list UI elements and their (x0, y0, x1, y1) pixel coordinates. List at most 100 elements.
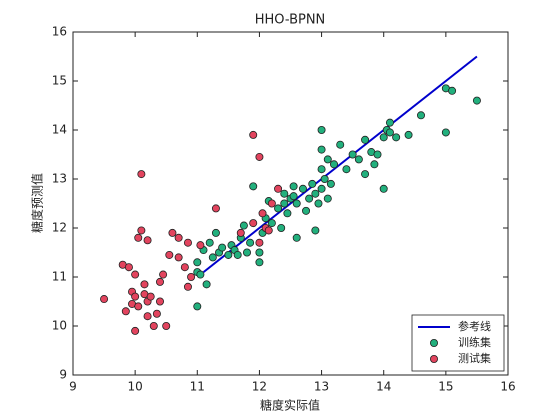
point (258, 209, 267, 218)
chart-title: HHO-BPNN (255, 13, 326, 28)
point (361, 135, 370, 144)
point (155, 277, 164, 286)
point (416, 111, 425, 120)
point (342, 165, 351, 174)
point (308, 179, 317, 188)
x-tick-label: 14 (376, 380, 391, 394)
point (208, 253, 217, 262)
point (336, 140, 345, 149)
point (441, 128, 450, 137)
x-tick-label: 10 (128, 380, 143, 394)
point (392, 133, 401, 142)
y-tick-label: 14 (52, 123, 67, 137)
x-tick-label: 11 (190, 380, 205, 394)
point (370, 160, 379, 169)
point (196, 270, 205, 279)
point (196, 241, 205, 250)
point (280, 189, 289, 198)
point (193, 258, 202, 267)
point (211, 204, 220, 213)
point (323, 155, 332, 164)
point (143, 236, 152, 245)
point (302, 206, 311, 215)
point (249, 130, 258, 139)
point (289, 192, 298, 201)
point (180, 263, 189, 272)
point (379, 133, 388, 142)
point (317, 184, 326, 193)
point (174, 253, 183, 262)
point (143, 312, 152, 321)
point (183, 238, 192, 247)
point (311, 226, 320, 235)
point (274, 204, 283, 213)
point (137, 170, 146, 179)
point (149, 321, 158, 330)
point (224, 250, 233, 259)
point (317, 145, 326, 154)
point (152, 309, 161, 318)
point (280, 199, 289, 208)
legend-label: 参考线 (458, 319, 491, 333)
point (255, 258, 264, 267)
point (187, 272, 196, 281)
y-tick-label: 11 (52, 270, 67, 284)
point (292, 199, 301, 208)
point (174, 233, 183, 242)
point (205, 238, 214, 247)
y-axis-label: 糖度预测值 (30, 173, 45, 233)
point (326, 179, 335, 188)
point (255, 238, 264, 247)
point (134, 233, 143, 242)
point (361, 170, 370, 179)
point (348, 150, 357, 159)
point (193, 302, 202, 311)
point (242, 248, 251, 257)
x-axis-label: 糖度实际值 (260, 398, 320, 413)
point (379, 184, 388, 193)
point (168, 228, 177, 237)
point (159, 270, 168, 279)
point (448, 86, 457, 95)
point (183, 282, 192, 291)
point (298, 184, 307, 193)
point (246, 238, 255, 247)
point (385, 118, 394, 127)
point (267, 199, 276, 208)
point (239, 221, 248, 230)
point (317, 165, 326, 174)
point (249, 219, 258, 228)
point (267, 219, 276, 228)
legend-swatch (429, 338, 438, 347)
y-tick-label: 12 (52, 221, 67, 235)
reference-line (202, 55, 478, 273)
point (292, 233, 301, 242)
point (305, 194, 314, 203)
legend-swatch (429, 354, 438, 363)
point (140, 280, 149, 289)
point (255, 248, 264, 257)
x-tick-label: 15 (438, 380, 453, 394)
y-tick-label: 9 (59, 368, 67, 382)
y-tick-label: 13 (52, 172, 67, 186)
point (385, 128, 394, 137)
point (236, 228, 245, 237)
point (323, 194, 332, 203)
legend-label: 测试集 (458, 351, 491, 365)
point (121, 307, 130, 316)
y-tick-label: 16 (52, 25, 67, 39)
point (472, 96, 481, 105)
point (233, 250, 242, 259)
point (329, 160, 338, 169)
point (165, 250, 174, 259)
point (218, 243, 227, 252)
point (162, 321, 171, 330)
point (320, 174, 329, 183)
point (404, 130, 413, 139)
x-tick-label: 12 (252, 380, 267, 394)
point (100, 295, 109, 304)
point (137, 226, 146, 235)
point (146, 292, 155, 301)
